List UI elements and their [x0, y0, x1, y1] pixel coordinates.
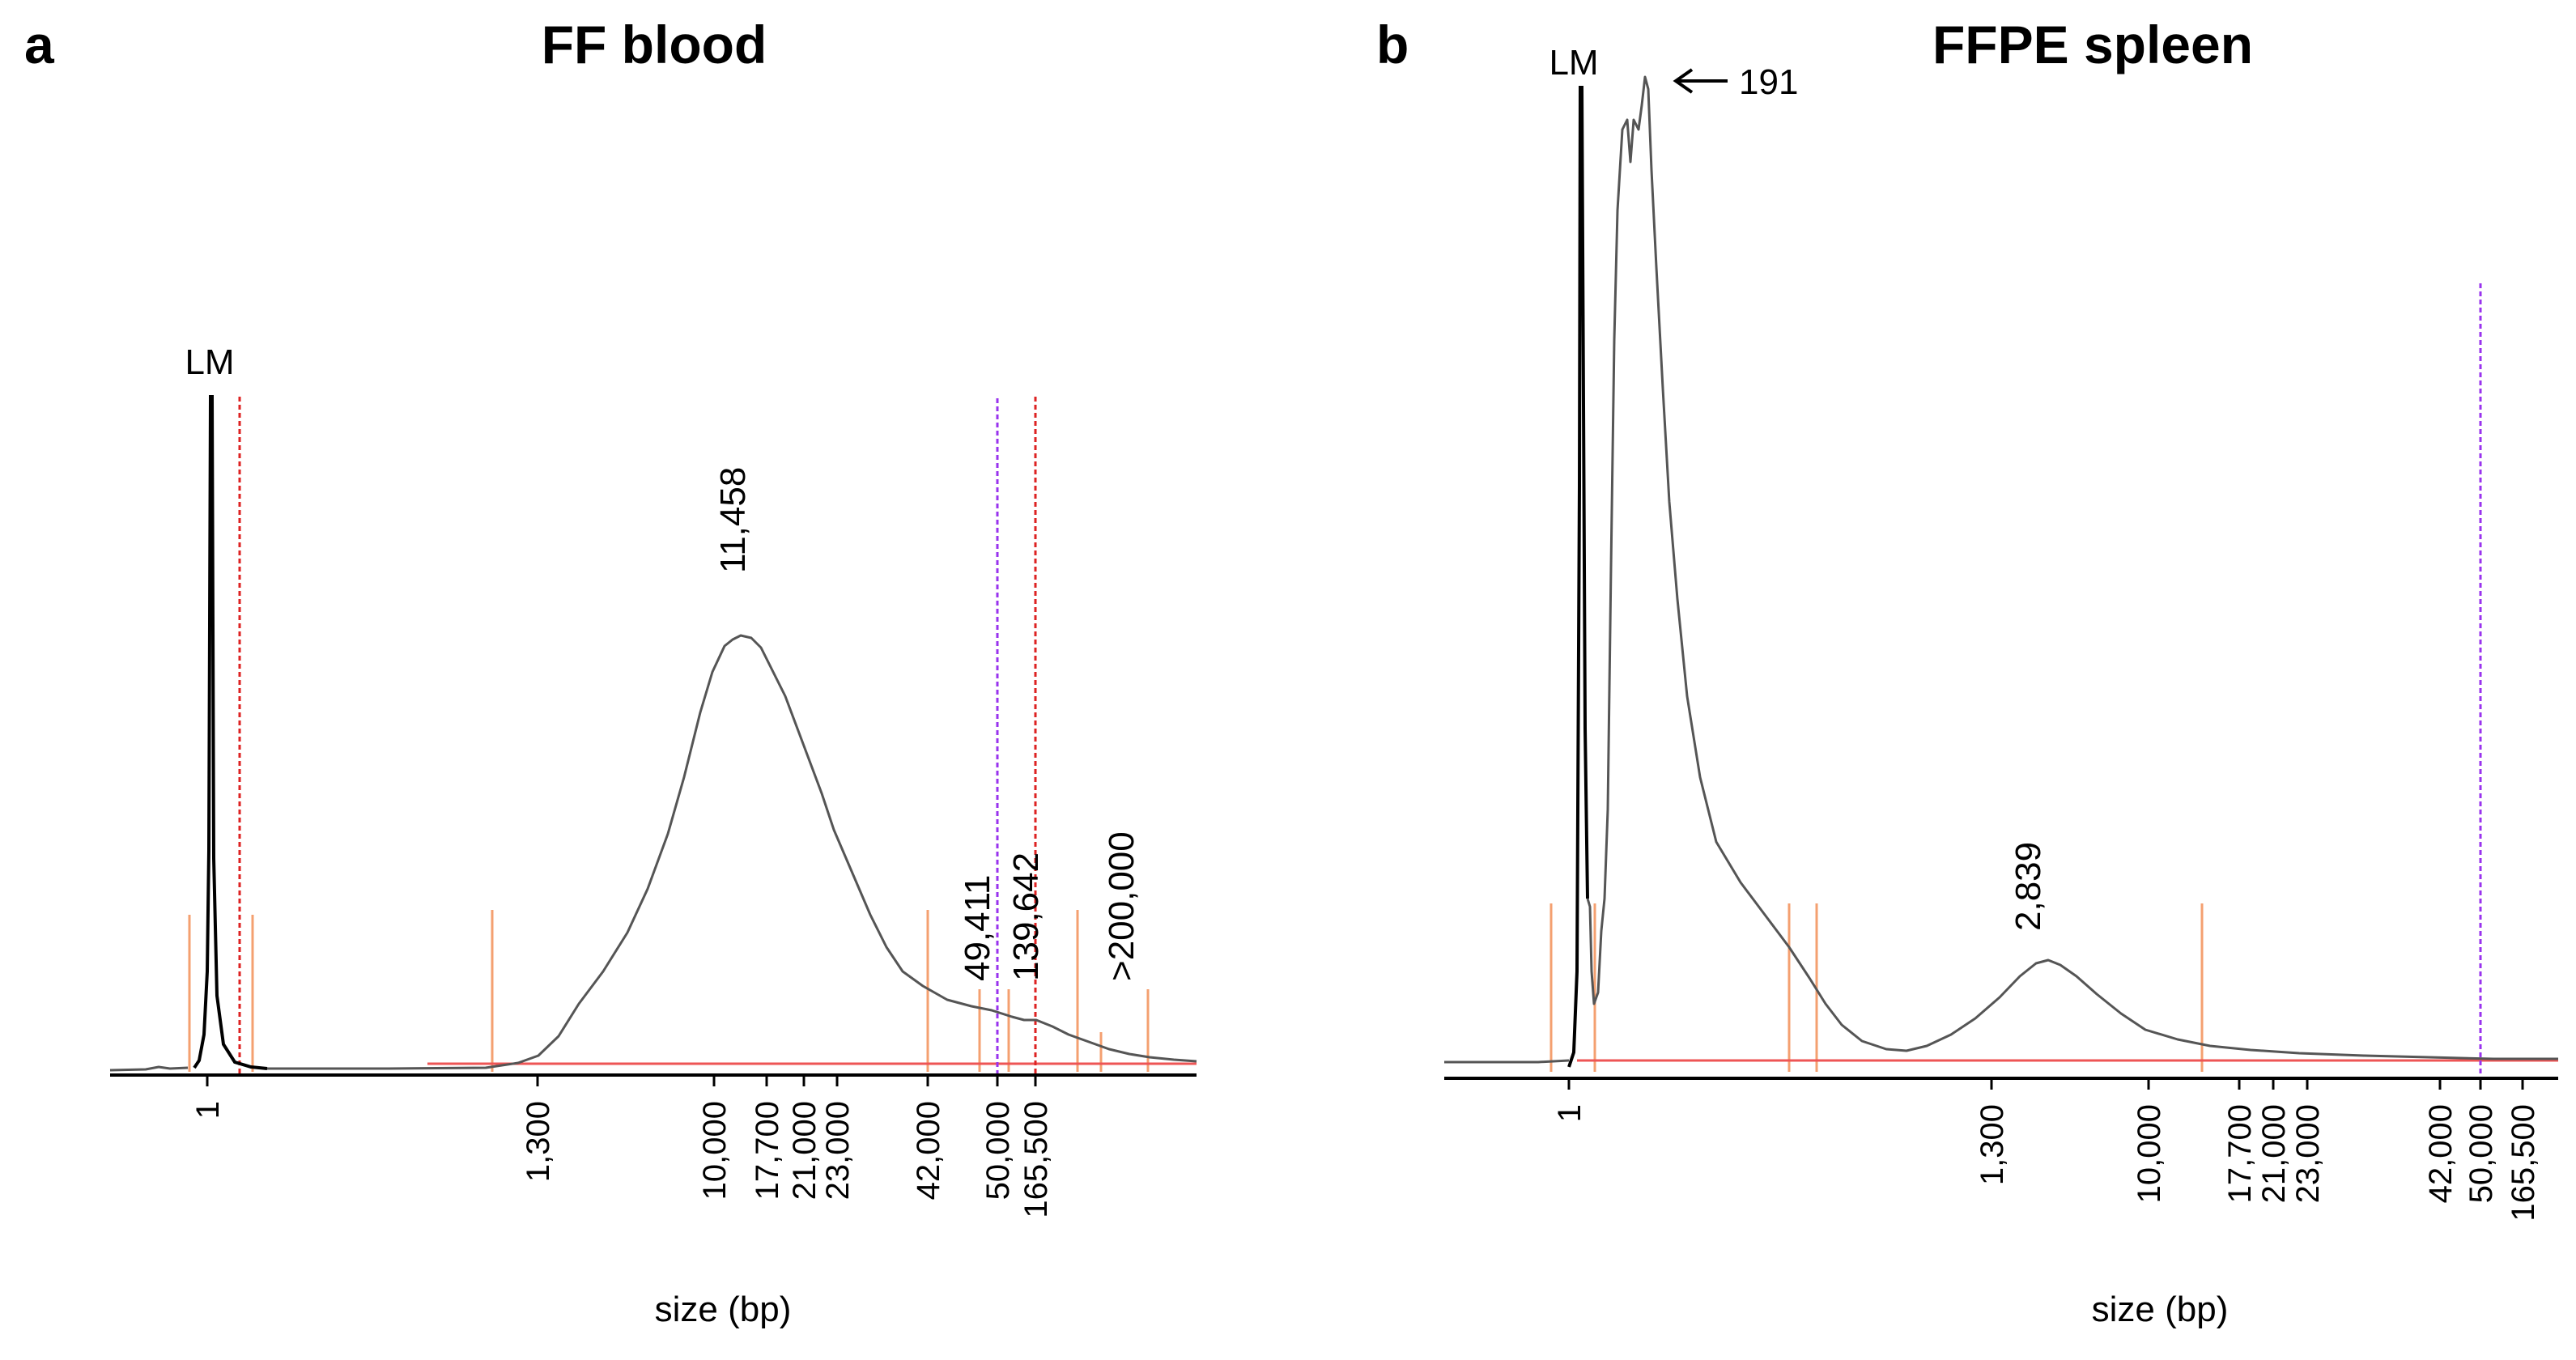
panel-a-peak-label-49411: 49,411 [958, 875, 997, 981]
panel-a-lm-peak [193, 395, 268, 1070]
x-tick-label: 10,000 [2132, 1104, 2167, 1203]
panel-b-title: FFPE spleen [1932, 15, 2253, 74]
x-tick-label: 42,000 [911, 1101, 946, 1200]
panel-a-letter: a [24, 15, 55, 74]
x-tick-label: 23,000 [820, 1101, 856, 1200]
x-tick-label: 21,000 [787, 1101, 823, 1200]
panel-b-peak-label-191: 191 [1739, 62, 1798, 102]
panel-b-191-arrow [1673, 68, 1728, 94]
panel-a-trace [109, 634, 1197, 1072]
x-tick-label: 165,500 [2506, 1104, 2541, 1222]
panel-b: b FFPE spleen [1376, 15, 2558, 1329]
panel-b-lm-label: LM [1549, 43, 1598, 83]
x-tick-label: 1 [190, 1101, 226, 1119]
panel-b-x-tick-labels: 1 1,300 10,000 17,700 21,000 23,000 42,0… [1552, 1104, 2541, 1222]
panel-a-peak-label-11458: 11,458 [713, 467, 753, 573]
panel-a-x-ticks [206, 1075, 1037, 1086]
x-tick-label: 50,000 [980, 1101, 1016, 1200]
x-tick-label: 1,300 [521, 1101, 556, 1182]
panel-a-x-tick-labels: 1 1,300 10,000 17,700 21,000 23,000 42,0… [190, 1101, 1054, 1218]
panel-b-trace [1444, 75, 2558, 1064]
panel-a-marker-lines [188, 910, 1150, 1072]
x-tick-label: 23,000 [2290, 1104, 2326, 1203]
x-tick-label: 21,000 [2256, 1104, 2292, 1203]
panel-a-x-axis-title: size (bp) [655, 1290, 792, 1329]
panel-a-title: FF blood [542, 15, 767, 74]
panel-a-peak-label-200000: >200,000 [1102, 831, 1141, 981]
panel-b-x-axis-title: size (bp) [2092, 1290, 2229, 1329]
panel-b-lm-peak [1567, 86, 1589, 1068]
panel-a-peak-label-139642: 139,642 [1006, 852, 1046, 981]
x-tick-label: 10,000 [697, 1101, 733, 1200]
x-tick-label: 50,000 [2463, 1104, 2499, 1203]
panel-b-peak-label-2839: 2,839 [2009, 842, 2048, 931]
x-tick-label: 1 [1552, 1104, 1588, 1122]
x-tick-label: 17,700 [2222, 1104, 2258, 1203]
panel-a: a FF blood [24, 15, 1197, 1329]
x-tick-label: 165,500 [1018, 1101, 1054, 1218]
panel-b-x-ticks [1567, 1078, 2524, 1090]
x-tick-label: 42,000 [2423, 1104, 2459, 1203]
panel-a-lm-label: LM [185, 342, 234, 382]
x-tick-label: 1,300 [1975, 1104, 2010, 1185]
panel-b-letter: b [1376, 15, 1409, 74]
x-tick-label: 17,700 [750, 1101, 785, 1200]
